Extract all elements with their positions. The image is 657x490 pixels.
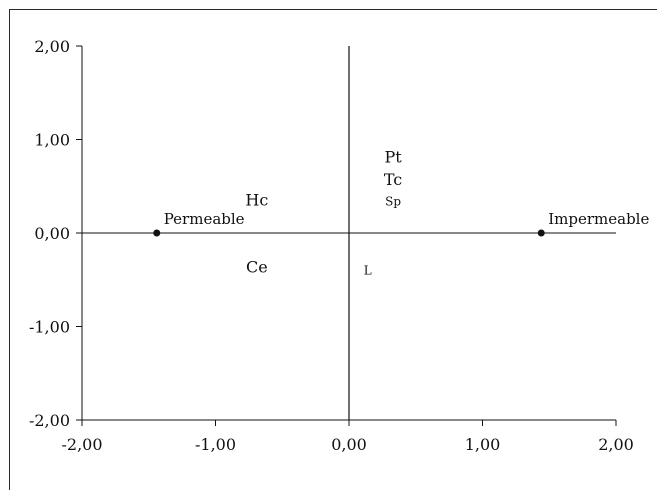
annotation-label: Ce [246, 258, 268, 277]
annotation-label: Pt [384, 147, 402, 166]
x-tick-label: -1,00 [195, 435, 236, 454]
data-point [153, 229, 161, 237]
x-tick-label: 1,00 [465, 435, 501, 454]
x-tick-label: 0,00 [331, 435, 367, 454]
y-tick-label: -2,00 [29, 411, 70, 430]
x-tick-label: 2,00 [598, 435, 634, 454]
y-tick-label: 0,00 [34, 224, 70, 243]
annotation-label: Sp [385, 194, 401, 208]
point-label: Permeable [164, 210, 245, 228]
annotation-label: Tc [384, 170, 402, 189]
y-tick-label: 2,00 [34, 37, 70, 56]
y-tick-label: -1,00 [29, 318, 70, 337]
y-tick-label: 1,00 [34, 131, 70, 150]
point-label: Impermeable [548, 210, 649, 228]
data-point [537, 229, 545, 237]
chart-frame [9, 9, 657, 490]
annotation-label: L [364, 264, 372, 278]
x-tick-label: -2,00 [61, 435, 102, 454]
annotation-label: Hc [245, 190, 268, 209]
